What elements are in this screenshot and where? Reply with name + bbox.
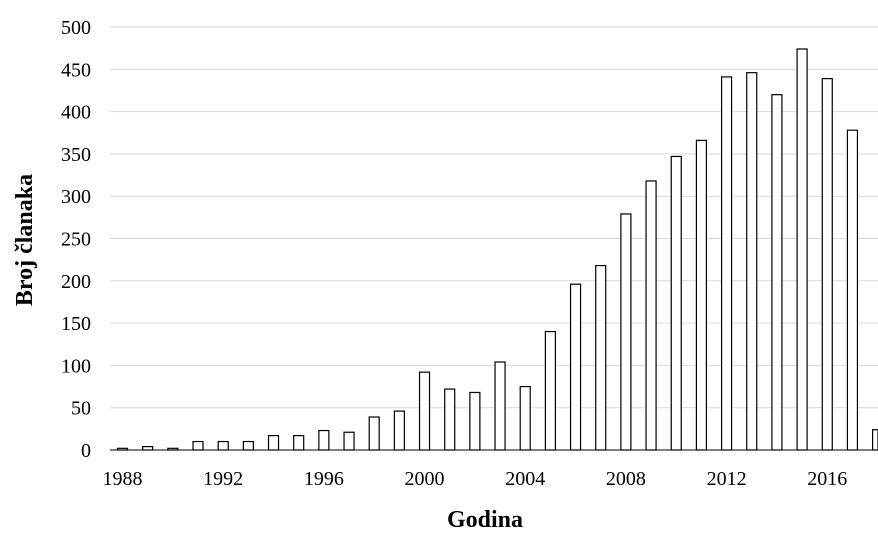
bar-2004 [519,385,531,451]
x-tick-label-2012: 2012 [707,468,747,490]
y-tick-label-100: 100 [61,355,91,377]
y-tick-label-150: 150 [61,313,91,335]
bar-2006 [569,283,582,451]
gridlines [110,26,878,409]
bar-2013 [746,72,758,451]
y-tick-label-500: 500 [61,17,91,39]
bars [116,48,878,451]
bar-2005 [544,330,556,451]
bar-2010 [670,155,682,451]
bar-2015 [796,48,808,451]
y-tick-label-250: 250 [61,229,91,251]
bar-2017 [846,129,859,451]
bar-1999 [393,410,405,451]
y-tick-label-400: 400 [61,102,91,124]
y-tick-label-0: 0 [81,440,91,462]
x-tick-label-2016: 2016 [807,468,847,490]
x-tick-label-2008: 2008 [606,468,646,490]
x-tick-label-1992: 1992 [203,468,243,490]
y-axis-title: Broj članaka [12,174,38,306]
bar-2018 [871,429,878,451]
y-tick-label-200: 200 [61,271,91,293]
y-tick-label-50: 50 [71,398,91,420]
bar-2007 [595,264,607,451]
bar-2012 [720,76,733,451]
bar-2001 [444,388,456,451]
bar-2003 [494,361,506,451]
x-axis-title: Godina [447,507,523,533]
bar-1997 [343,431,355,451]
x-tick-label-2000: 2000 [405,468,445,490]
bar-1996 [318,429,330,451]
bar-2002 [469,391,481,451]
bar-1998 [368,416,380,451]
bar-2016 [821,78,833,451]
bar-1995 [293,435,305,451]
bar-2011 [695,139,708,451]
bar-1992 [217,440,229,451]
bar-1991 [192,440,204,451]
bar-1993 [242,440,254,451]
bar-1994 [267,435,280,451]
y-tick-labels: 0 50 100 150 200 250 300 350 400 450 500 [61,17,91,462]
y-tick-label-300: 300 [61,186,91,208]
x-tick-label-1996: 1996 [304,468,344,490]
bar-2000 [418,371,431,451]
bar-2009 [645,180,657,451]
x-tick-labels: 1988 1992 1996 2000 2004 2008 2012 2016 [103,468,848,490]
bar-2008 [620,213,632,451]
y-tick-label-450: 450 [61,59,91,81]
x-tick-label-1988: 1988 [103,468,143,490]
x-tick-label-2004: 2004 [505,468,545,490]
y-tick-label-350: 350 [61,144,91,166]
bar-2014 [771,94,783,451]
bar-1989 [142,446,154,451]
